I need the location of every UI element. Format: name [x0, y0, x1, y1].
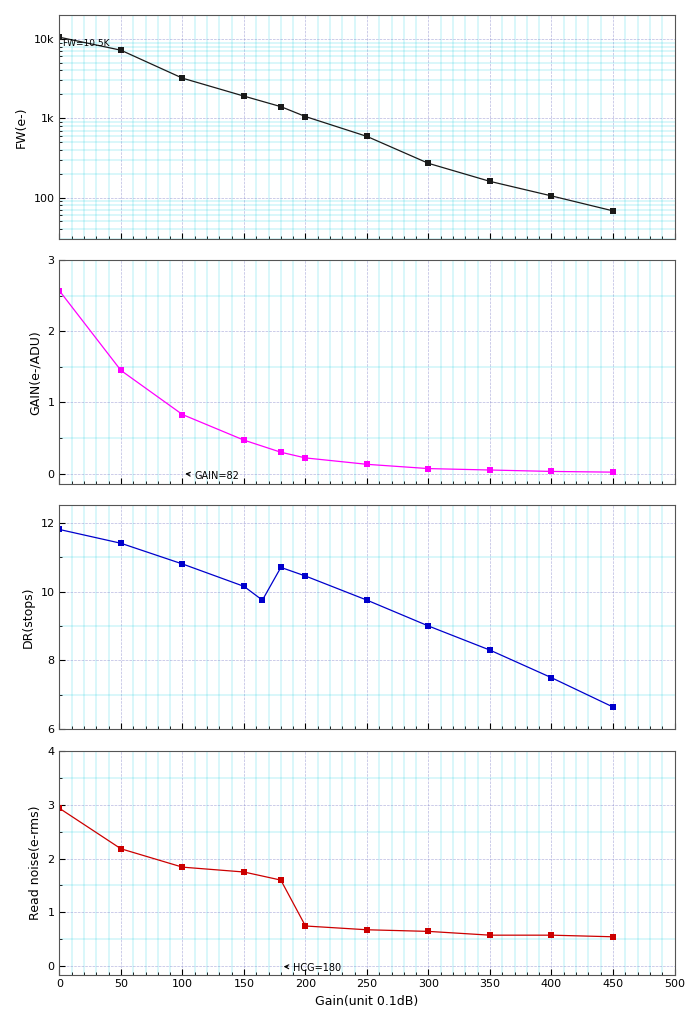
Y-axis label: FW(e-): FW(e-)	[15, 106, 28, 147]
Y-axis label: DR(stops): DR(stops)	[22, 586, 35, 649]
Y-axis label: Read noise(e-rms): Read noise(e-rms)	[29, 805, 42, 920]
X-axis label: Gain(unit 0.1dB): Gain(unit 0.1dB)	[315, 995, 419, 1008]
Text: HCG=180: HCG=180	[285, 963, 342, 973]
Y-axis label: GAIN(e-/ADU): GAIN(e-/ADU)	[29, 329, 42, 414]
Text: GAIN=82: GAIN=82	[186, 472, 239, 481]
Text: FW=10.5K: FW=10.5K	[62, 39, 109, 48]
